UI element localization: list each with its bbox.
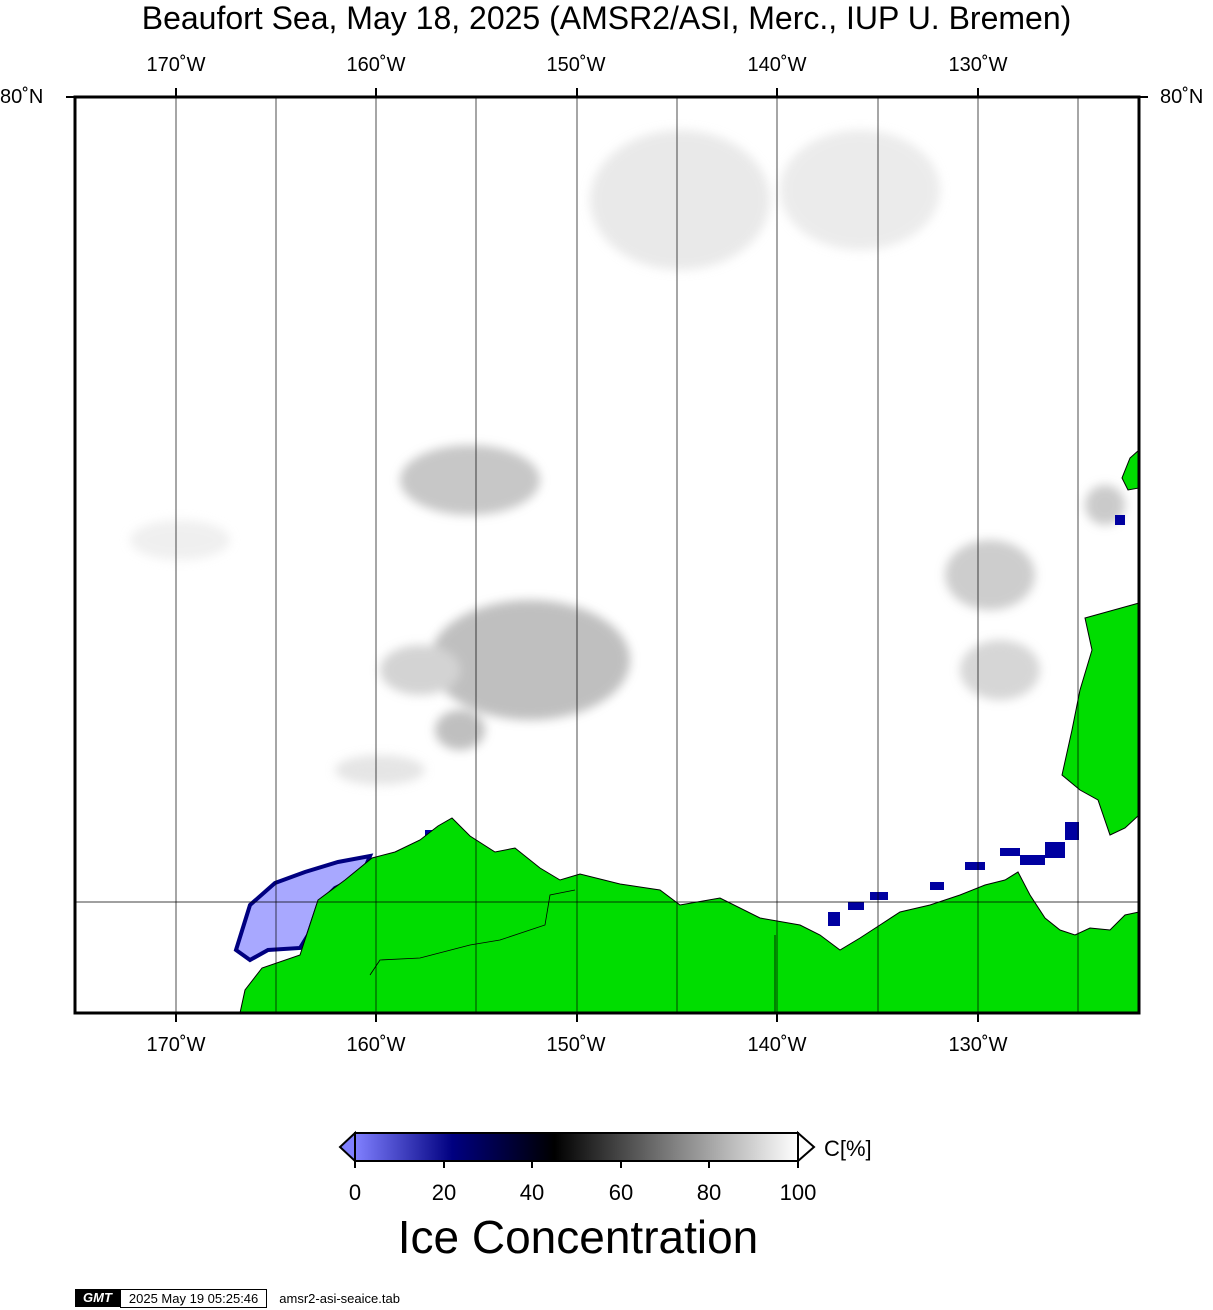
map-frame-border [73,95,1141,1015]
gmt-logo: GMT [75,1289,120,1307]
source-file: amsr2-asi-seaice.tab [279,1290,400,1306]
colorbar-gradient [355,1133,798,1161]
timestamp: 2025 May 19 05:25:46 [119,1288,268,1308]
lon-label-bottom-130w: 130˚W [948,1034,1008,1056]
colorbar-border [354,1132,799,1162]
lat-label-right-80n: 80˚N [1160,86,1204,108]
land-alaska [239,817,1140,1014]
colorbar-title: Ice Concentration [397,1211,759,1263]
map-title: Beaufort Sea, May 18, 2025 (AMSR2/ASI, M… [141,0,1072,36]
colorbar-tick-100: 100 [779,1180,817,1205]
land-banks-island [1061,602,1140,836]
lon-label-bottom-150w: 150˚W [546,1034,606,1056]
frame-ticks [66,88,1148,1022]
colorbar-tick-40: 40 [519,1180,545,1205]
colorbar-tick-20: 20 [431,1180,457,1205]
lon-label-top-170w: 170˚W [146,54,206,76]
graticule [75,97,1139,1013]
colorbar-unit: C[%] [824,1136,872,1161]
lon-label-bottom-140w: 140˚W [747,1034,807,1056]
land-boundary-lines [369,889,776,1013]
colorbar-tick-60: 60 [608,1180,634,1205]
footer-stamp: GMT 2025 May 19 05:25:46 amsr2-asi-seaic… [75,1288,400,1308]
lon-label-top-130w: 130˚W [948,54,1008,76]
lon-label-top-150w: 150˚W [546,54,606,76]
colorbar-tick-0: 0 [348,1180,362,1205]
lon-label-bottom-170w: 170˚W [146,1034,206,1056]
lon-label-bottom-160w: 160˚W [346,1034,406,1056]
lon-label-top-140w: 140˚W [747,54,807,76]
colorbar-low-arrow [338,1130,356,1164]
colorbar-tick-80: 80 [696,1180,722,1205]
lat-label-left-80n: 80˚N [0,86,44,108]
colorbar-ticks [354,1161,799,1168]
lon-label-top-160w: 160˚W [346,54,406,76]
sea-ice-patches [130,130,1125,785]
colorbar-high-arrow [797,1130,816,1164]
